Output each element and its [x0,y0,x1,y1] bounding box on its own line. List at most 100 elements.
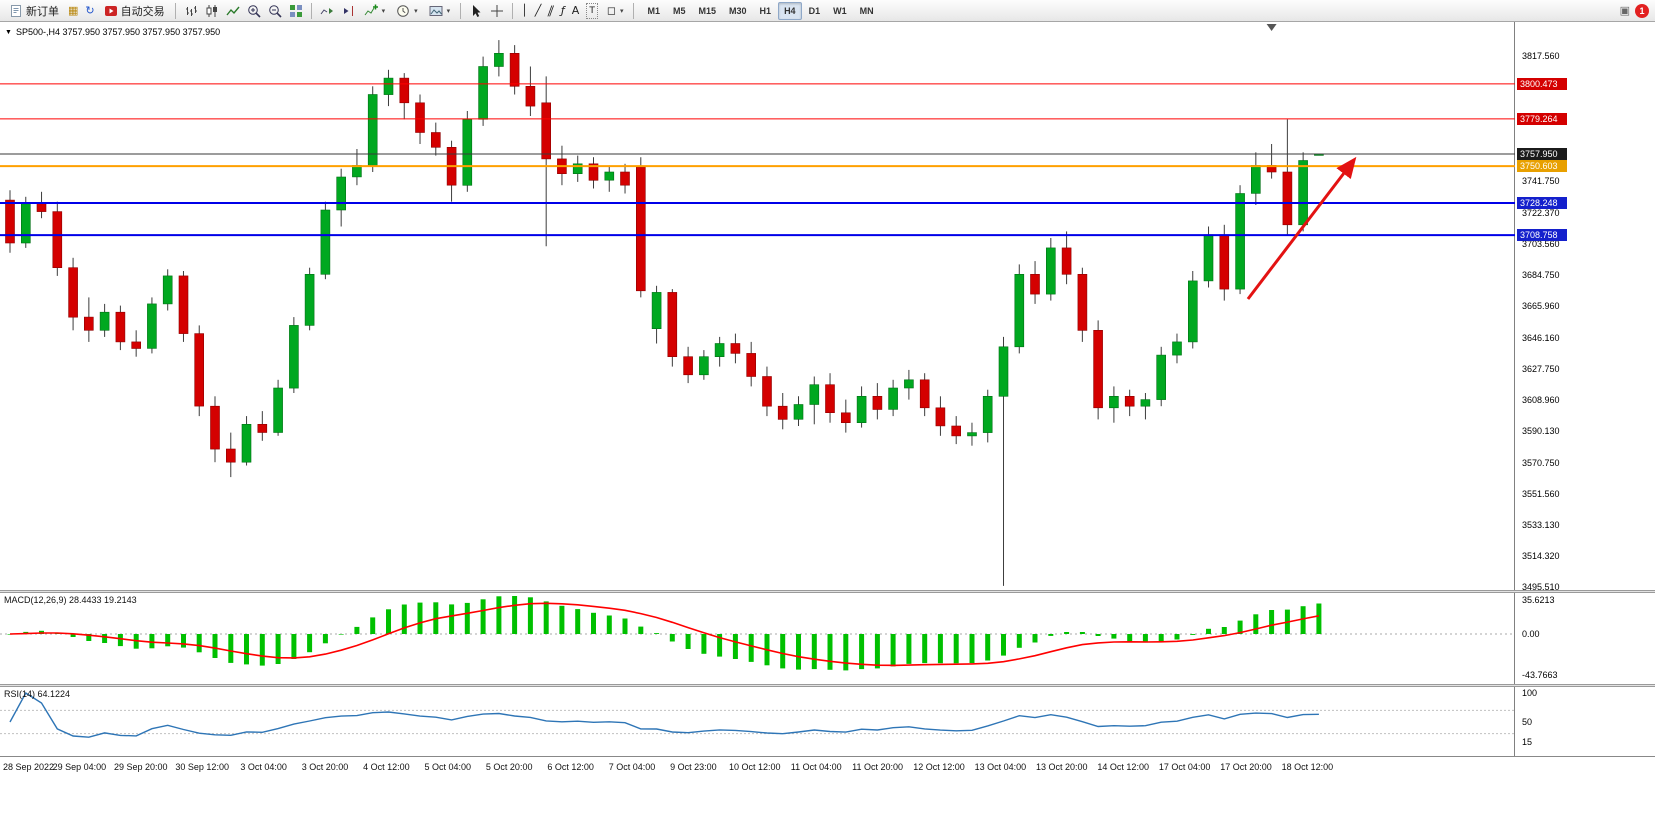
bar-chart-button[interactable] [181,1,201,20]
chart-shift-icon [343,5,353,16]
rsi-canvas[interactable] [0,687,1515,756]
templates-button[interactable]: ▾ [424,1,456,20]
rsi-tick-label: 100 [1522,688,1538,698]
price-tick-label: 3646.160 [1522,333,1560,344]
price-tick-label: 3570.750 [1522,457,1560,468]
time-tick-label: 29 Sep 20:00 [114,762,168,772]
symbol-ohlc-text: SP500-,H4 3757.950 3757.950 3757.950 375… [15,27,221,37]
periods-button[interactable]: ▾ [391,1,423,20]
fibonacci-tool-button[interactable]: ƒ [558,1,568,20]
time-tick-label: 3 Oct 04:00 [240,762,287,772]
toolbar-separator [310,2,312,19]
zoom-out-button[interactable] [265,1,285,20]
time-tick-label: 13 Oct 20:00 [1036,762,1088,772]
price-tick-label: 3590.130 [1522,425,1560,436]
rsi-panel[interactable]: RSI(14) 64.1224 [0,687,1515,756]
price-tick-label: 3741.750 [1522,175,1560,186]
auto-scroll-icon [320,7,333,14]
timeframe-mn[interactable]: MN [859,5,874,16]
time-tick-label: 9 Oct 23:00 [670,762,717,772]
zoom-in-icon [247,4,261,18]
line-chart-icon [226,6,240,15]
price-tick-label: 3665.960 [1522,300,1560,311]
time-axis[interactable]: 28 Sep 2022 29 Sep 04:00 29 Sep 20:00 30 Se… [0,756,1655,780]
chart-shift-button[interactable] [338,1,358,20]
text-tool-button[interactable]: A [569,1,583,20]
notification-badge[interactable]: 1 [1635,4,1649,18]
macd-canvas[interactable] [0,593,1515,684]
new-order-button[interactable]: 新订单 [4,1,64,20]
timeframe-d1[interactable]: D1 [808,5,821,16]
price-line-badge: 3800.473 [1517,77,1567,90]
bar-chart-icon [185,5,197,16]
price-tick-label: 3703.560 [1522,238,1560,249]
label-tool-button[interactable]: T [583,1,601,20]
price-tick-label: 3722.370 [1522,207,1560,218]
macd-tick-label: 35.6213 [1522,595,1555,605]
toolbar-separator [512,2,514,19]
line-chart-button[interactable] [223,1,243,20]
shapes-tool-button[interactable]: ◻ ▾ [602,1,629,20]
macd-tick-label: -43.7663 [1522,670,1558,680]
auto-scroll-button[interactable] [317,1,337,20]
main-chart[interactable]: ▼ SP500-,H4 3757.950 3757.950 3757.950 3… [0,22,1515,590]
crosshair-tool-button[interactable] [487,1,507,20]
refresh-button[interactable]: ↻ [82,1,97,20]
timeframe-toolbar: M1 M5 M15 M30 H1 H4 D1 W1 MN [641,1,879,20]
indicators-dropdown-caret: ▾ [381,7,386,15]
time-tick-label: 18 Oct 12:00 [1281,762,1334,772]
time-tick-label: 6 Oct 12:00 [547,762,594,772]
zoom-out-icon [268,4,282,18]
text-tool-icon: A [571,3,580,17]
price-line-badge: 3750.603 [1517,160,1567,173]
time-tick-label: 13 Oct 04:00 [974,762,1027,772]
price-line-badge: 3708.758 [1517,229,1567,242]
candlestick-chart-icon [206,4,217,17]
shapes-icon: ◻ [606,3,616,17]
price-line-badge: 3728.248 [1517,196,1567,209]
symbol-dropdown-caret[interactable]: ▼ [5,28,12,36]
toolbar-separator [633,2,635,19]
tile-windows-button[interactable] [286,1,306,20]
timeframe-m1[interactable]: M1 [647,5,660,16]
timeframe-m5[interactable]: M5 [673,5,686,16]
shapes-dropdown-caret: ▾ [619,7,624,15]
fibonacci-icon: ƒ [560,3,565,17]
channel-tool-button[interactable]: ∥ [545,1,557,20]
panel-splitter[interactable] [0,684,1655,687]
timeframe-h4[interactable]: H4 [778,1,802,20]
macd-panel[interactable]: MACD(12,26,9) 28.4433 19.2143 [0,593,1515,684]
time-tick-label: 30 Sep 12:00 [175,762,229,772]
time-tick-label: 28 Sep 2022 [3,762,55,772]
timeframe-w1[interactable]: W1 [833,5,847,16]
time-tick-label: 17 Oct 20:00 [1220,762,1272,772]
indicators-button[interactable]: ▾ [359,1,391,20]
timeframe-h1[interactable]: H1 [759,5,772,16]
cursor-tool-button[interactable] [466,1,486,20]
price-tick-label: 3817.560 [1522,50,1560,61]
toolbar-right-group: ▣ 1 [1620,0,1649,22]
price-tick-label: 3684.750 [1522,269,1560,280]
candlestick-chart-canvas[interactable] [0,22,1515,590]
zoom-in-button[interactable] [244,1,264,20]
timeframe-m15[interactable]: M15 [698,5,717,16]
market-watch-button[interactable]: ▦ [65,1,81,20]
macd-header: MACD(12,26,9) 28.4433 19.2143 [4,595,137,605]
panel-splitter[interactable] [0,590,1655,593]
cursor-icon [473,4,481,17]
price-axis[interactable]: 3817.560 3741.750 3722.370 3703.560 3684.750… [1516,22,1655,592]
autotrade-label: 自动交易 [120,5,165,18]
indicators-icon [364,4,378,15]
candlestick-chart-button[interactable] [202,1,222,20]
time-tick-label: 11 Oct 04:00 [790,762,842,772]
time-tick-label: 5 Oct 20:00 [485,762,533,772]
chart-ohlc-header: ▼ SP500-,H4 3757.950 3757.950 3757.950 3… [5,27,220,37]
price-tick-label: 3551.560 [1522,489,1560,500]
autotrade-button[interactable]: 自动交易 [99,1,170,20]
trendline-tool-button[interactable]: ╱ [532,1,545,20]
vertical-line-tool-button[interactable]: │ [518,1,531,20]
timeframe-m30[interactable]: M30 [729,5,747,16]
rsi-axis: 100 50 15 [1516,687,1655,756]
time-tick-label: 10 Oct 12:00 [729,762,781,772]
chart-window-icon[interactable]: ▣ [1619,4,1630,17]
